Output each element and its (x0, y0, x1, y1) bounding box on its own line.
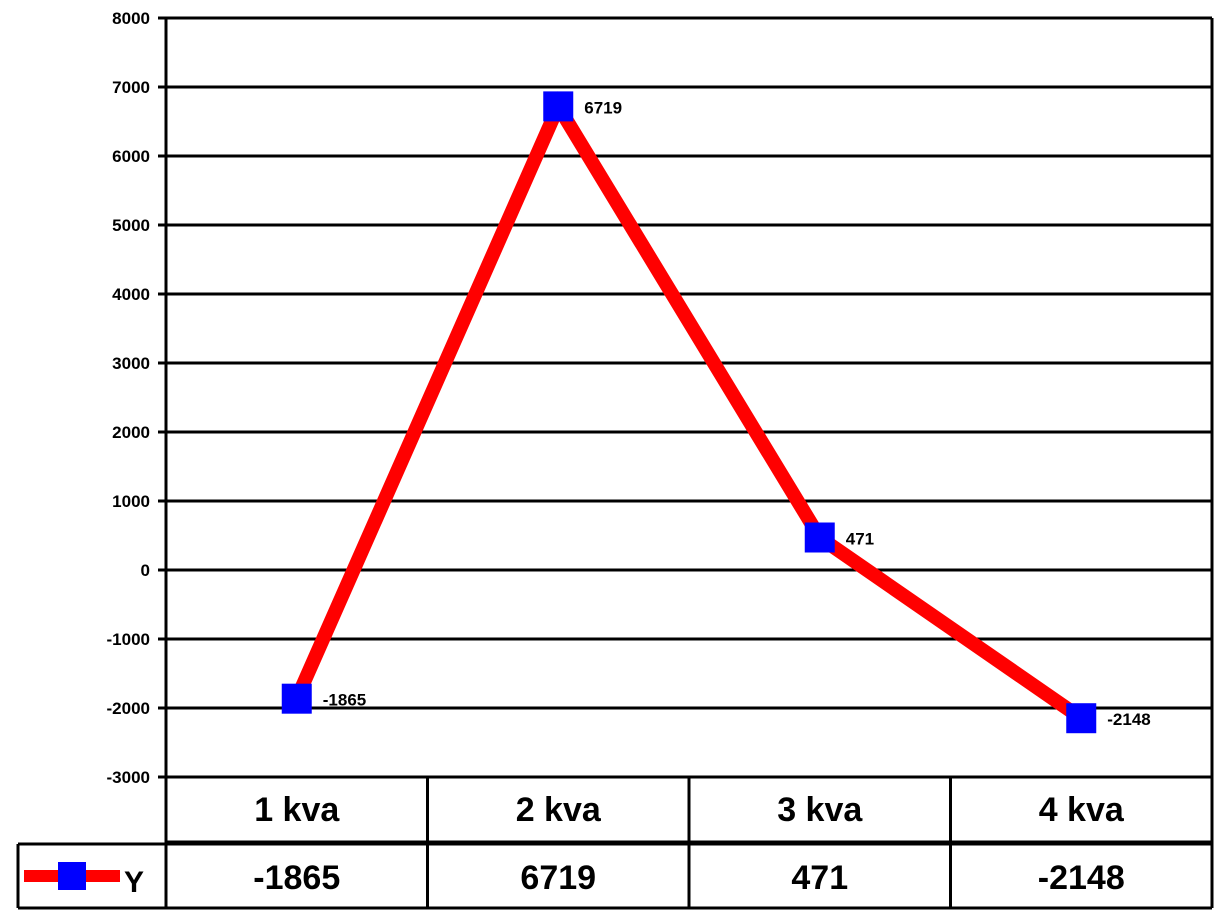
data-point-marker (543, 91, 574, 122)
legend-marker-swatch (58, 862, 86, 890)
legend-series-name: Y (124, 866, 144, 899)
y-tick-label: 3000 (112, 354, 150, 373)
y-tick-label: 4000 (112, 285, 150, 304)
y-tick-label: -2000 (107, 699, 150, 718)
table-value-cell: -2148 (1038, 859, 1125, 897)
y-tick-label: -3000 (107, 768, 150, 787)
category-label: 1 kva (254, 791, 340, 829)
data-label: -2148 (1107, 710, 1150, 729)
y-tick-label: -1000 (107, 630, 150, 649)
table-value-cell: 6719 (520, 859, 596, 897)
y-tick-label: 1000 (112, 492, 150, 511)
data-point-marker (281, 683, 312, 714)
y-axis-tick-labels: 8000 7000 6000 5000 4000 3000 2000 1000 0 -1000 -2… (107, 9, 150, 787)
data-label: 471 (846, 530, 874, 549)
y-tick-label: 8000 (112, 9, 150, 28)
y-tick-label: 7000 (112, 78, 150, 97)
data-label: -1865 (323, 691, 366, 710)
y-tick-label: 0 (141, 561, 150, 580)
data-label: 6719 (584, 98, 622, 117)
y-tick-label: 6000 (112, 147, 150, 166)
gridlines (158, 16, 1214, 908)
data-point-marker (1066, 703, 1097, 734)
category-label: 4 kva (1039, 791, 1125, 829)
series-y (281, 91, 1097, 734)
y-tick-label: 5000 (112, 216, 150, 235)
category-label: 3 kva (777, 791, 863, 829)
series-y-line (290, 91, 1086, 724)
table-value-cell: -1865 (253, 859, 340, 897)
category-label: 2 kva (516, 791, 602, 829)
data-table: 1 kva -1865 2 kva 6719 3 kva 471 4 kva -2148 Y (16, 777, 1212, 910)
data-labels: -1865 6719 471 -2148 (323, 98, 1151, 729)
data-point-marker (804, 522, 835, 553)
table-value-cell: 471 (791, 859, 848, 897)
y-tick-label: 2000 (112, 423, 150, 442)
